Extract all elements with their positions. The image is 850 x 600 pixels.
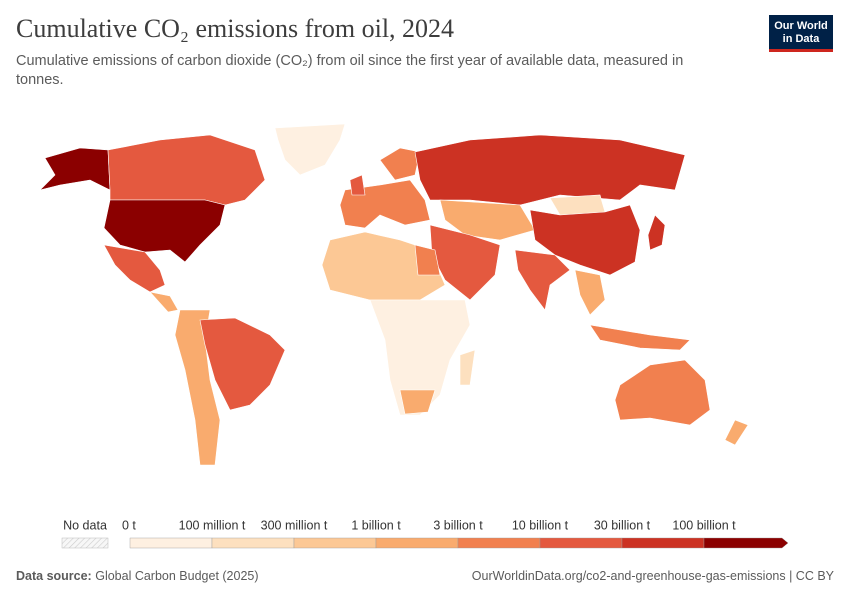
country[interactable] — [274, 123, 346, 176]
country[interactable] — [459, 349, 476, 386]
map: No data 0 t 100 million t 300 million t 1 b… — [39, 123, 789, 549]
country[interactable] — [349, 174, 366, 196]
country[interactable] — [103, 199, 226, 263]
country[interactable] — [399, 389, 436, 415]
logo-line: Our World — [774, 20, 828, 32]
logo[interactable]: Our World in Data — [769, 15, 833, 52]
legend-swatch — [457, 537, 541, 549]
country[interactable] — [149, 291, 179, 313]
country[interactable] — [199, 317, 286, 411]
legend-no-data-label: No data — [63, 518, 107, 532]
country[interactable] — [574, 269, 606, 316]
country[interactable] — [529, 204, 641, 276]
legend-tick-label: 1 billion t — [351, 518, 401, 532]
country[interactable] — [107, 134, 266, 206]
legend: No data 0 t 100 million t 300 million t 1 b… — [61, 518, 789, 549]
country[interactable] — [514, 249, 571, 311]
legend-tick-label: 100 million t — [179, 518, 246, 532]
subtitle: Cumulative emissions of carbon dioxide (… — [16, 53, 684, 88]
country[interactable] — [379, 147, 421, 181]
country[interactable] — [321, 231, 446, 301]
url[interactable]: OurWorldinData.org/co2-and-greenhouse-ga… — [471, 569, 834, 583]
country[interactable] — [724, 419, 749, 446]
legend-no-data-swatch — [61, 537, 109, 549]
country[interactable] — [414, 244, 441, 276]
country[interactable] — [549, 194, 606, 216]
source-label: Data source: — [16, 569, 92, 583]
legend-tick-label: 10 billion t — [512, 518, 569, 532]
country[interactable] — [414, 134, 686, 206]
source: Data source: Global Carbon Budget (2025) — [16, 569, 259, 583]
country[interactable] — [369, 299, 471, 416]
legend-tick-label: 300 million t — [261, 518, 328, 532]
country[interactable] — [439, 199, 536, 241]
country[interactable] — [647, 214, 666, 251]
legend-swatch — [621, 537, 705, 549]
legend-tick-label: 100 billion t — [672, 518, 736, 532]
source-text: Global Carbon Budget (2025) — [95, 569, 259, 583]
title: Cumulative CO₂ emissions from oil, 2024 — [16, 14, 455, 43]
legend-tick-label: 30 billion t — [594, 518, 651, 532]
logo-line: in Data — [782, 33, 820, 45]
legend-swatch — [211, 537, 295, 549]
legend-swatch — [129, 537, 213, 549]
country[interactable] — [39, 147, 111, 191]
country[interactable] — [103, 244, 166, 293]
legend-tick-label: 3 billion t — [433, 518, 483, 532]
legend-tick-label: 0 t — [122, 518, 136, 532]
legend-swatch — [375, 537, 459, 549]
country[interactable] — [589, 324, 691, 351]
legend-swatch — [703, 537, 789, 549]
countries — [39, 123, 749, 466]
legend-swatch — [539, 537, 623, 549]
country[interactable] — [614, 359, 711, 426]
legend-swatch — [293, 537, 377, 549]
